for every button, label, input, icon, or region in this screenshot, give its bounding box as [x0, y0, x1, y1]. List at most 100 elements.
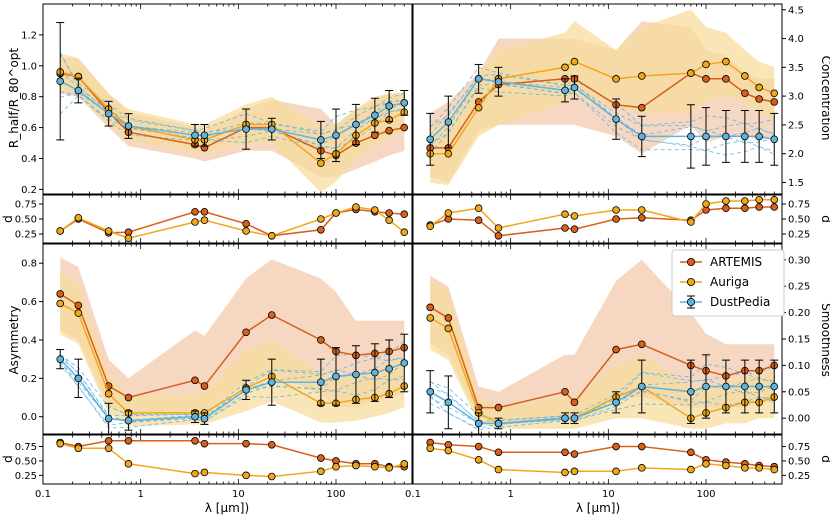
- point-auriga: [755, 196, 763, 204]
- point-auriga: [494, 224, 503, 232]
- ytick-label: 0.30: [788, 255, 810, 266]
- point-artemis: [741, 89, 749, 98]
- legend: ARTEMIS Auriga DustPedia: [671, 249, 785, 317]
- point-auriga: [722, 57, 730, 66]
- legend-item-auriga: Auriga: [680, 275, 749, 289]
- point-auriga: [444, 446, 453, 455]
- dustpedia-galaxy-curve: [59, 51, 405, 134]
- point-artemis: [56, 290, 64, 298]
- ytick-label: 0.0: [21, 412, 37, 423]
- point-artemis: [741, 204, 749, 213]
- point-dustpedia: [687, 132, 695, 141]
- point-auriga: [104, 227, 113, 235]
- point-dustpedia: [56, 355, 64, 363]
- ytick-label: 0.75: [788, 442, 810, 453]
- dustpedia-galaxy-curve: [429, 83, 775, 152]
- point-auriga: [242, 227, 250, 235]
- ytick-label: 0.05: [788, 387, 810, 398]
- point-dustpedia: [570, 414, 579, 422]
- point-artemis: [124, 393, 133, 402]
- point-auriga: [124, 234, 133, 243]
- point-artemis: [474, 442, 483, 451]
- ytick-label: 0.75: [15, 200, 37, 211]
- panel-smoothness: 0.00 0.05 0.10 0.15 0.20 0.25 0.30: [412, 243, 810, 435]
- point-auriga: [702, 60, 710, 69]
- ytick-label: 4.0: [788, 34, 804, 45]
- point-artemis: [191, 376, 199, 385]
- plot-area-concentration_d: [426, 196, 779, 240]
- point-dustpedia: [561, 414, 569, 422]
- point-auriga: [494, 465, 503, 474]
- point-artemis: [561, 448, 569, 457]
- dustpedia-galaxy-curve: [429, 86, 775, 156]
- point-auriga: [317, 159, 325, 167]
- ytick-label: 1.5: [788, 178, 804, 189]
- ytick-label: 0.00: [788, 414, 810, 425]
- point-auriga: [570, 467, 579, 476]
- point-artemis: [200, 208, 209, 216]
- point-auriga: [687, 218, 695, 226]
- point-auriga: [317, 215, 325, 223]
- point-artemis: [687, 448, 695, 457]
- point-auriga: [444, 324, 453, 333]
- point-artemis: [242, 220, 250, 228]
- axes-frame-rhalf: [42, 3, 413, 195]
- point-dustpedia: [561, 86, 569, 95]
- line-auriga: [430, 60, 775, 155]
- plot-area-concentration: [426, 9, 779, 186]
- line-auriga: [429, 199, 775, 229]
- point-dustpedia: [74, 374, 83, 383]
- point-artemis: [722, 204, 730, 213]
- point-auriga: [570, 212, 579, 220]
- point-auriga: [474, 103, 483, 112]
- dustpedia-galaxy-curve: [429, 74, 775, 135]
- point-auriga: [687, 465, 695, 474]
- ytick-label: 0.25: [788, 230, 810, 241]
- point-dustpedia: [474, 75, 483, 83]
- point-dustpedia: [267, 378, 276, 386]
- point-dustpedia: [191, 412, 199, 421]
- point-dustpedia: [426, 135, 434, 144]
- xtick-label: 10: [602, 489, 615, 500]
- panels-layer: 0.2 0.4 0.6 0.8 1.0 1.2 1.5 2.0 2.5 3.0 3.5 4.0 4.5 0…: [15, 3, 810, 500]
- xtick-label: 100: [696, 489, 715, 500]
- point-auriga: [332, 209, 340, 217]
- point-artemis: [755, 203, 763, 211]
- point-artemis: [637, 103, 646, 112]
- ytick-label: 0.50: [15, 215, 37, 226]
- point-auriga: [741, 197, 749, 205]
- point-artemis: [474, 216, 483, 225]
- point-auriga: [385, 464, 393, 472]
- point-auriga: [332, 462, 340, 471]
- dustpedia-galaxy-curve: [59, 360, 405, 426]
- point-auriga: [561, 210, 569, 219]
- ytick-label: 0.75: [15, 442, 37, 453]
- ytick-label: 0.8: [21, 92, 37, 103]
- ytick-label: 0.50: [788, 456, 810, 467]
- axes-frame-smoothness_d: [412, 434, 783, 485]
- plot-area-rhalf: [56, 22, 409, 193]
- point-artemis: [770, 203, 779, 211]
- xlabel-right: λ [μm]): [576, 501, 620, 515]
- dustpedia-galaxy-curve: [59, 354, 405, 419]
- ytick-label: 2.0: [788, 149, 804, 160]
- point-dustpedia: [124, 122, 133, 130]
- point-artemis: [267, 311, 276, 319]
- ytick-label: 0.6: [21, 123, 37, 134]
- point-dustpedia: [612, 398, 620, 407]
- axes-frame-concentration: [412, 3, 783, 195]
- point-auriga: [352, 461, 360, 470]
- point-auriga: [191, 218, 199, 226]
- point-auriga: [612, 467, 620, 476]
- ytick-label: 0.8: [21, 259, 37, 270]
- point-auriga: [741, 72, 749, 80]
- point-artemis: [612, 345, 620, 354]
- point-auriga: [104, 444, 113, 453]
- ylabel-d-left-bottom: d: [1, 455, 15, 463]
- point-artemis: [267, 440, 276, 449]
- dustpedia-galaxy-curve: [429, 390, 775, 429]
- point-dustpedia: [770, 382, 779, 391]
- point-dustpedia: [267, 125, 276, 133]
- point-artemis: [494, 448, 503, 457]
- point-auriga: [702, 460, 710, 468]
